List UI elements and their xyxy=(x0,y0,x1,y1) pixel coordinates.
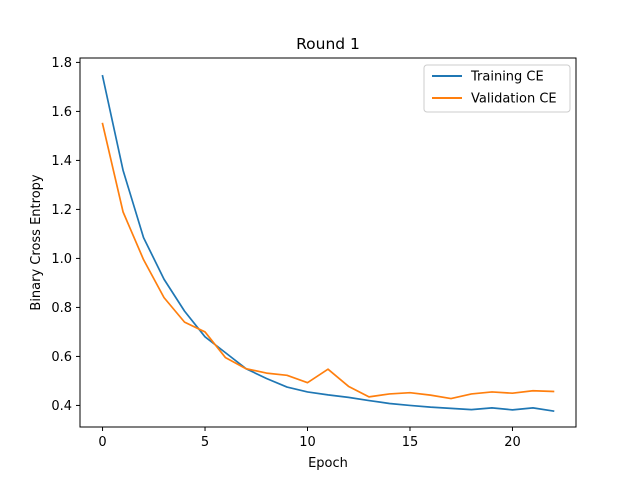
legend-label-validation-ce: Validation CE xyxy=(471,92,557,107)
y-tick-label: 1.0 xyxy=(51,252,72,267)
legend: Training CE Validation CE xyxy=(423,64,571,113)
y-tick-label: 0.8 xyxy=(51,301,72,316)
x-axis-label: Epoch xyxy=(308,456,348,471)
x-tick-label: 20 xyxy=(504,435,521,450)
y-tick-label: 0.6 xyxy=(51,350,72,365)
y-tick-label: 1.8 xyxy=(51,56,72,71)
x-tick-label: 0 xyxy=(98,435,106,450)
legend-label-training-ce: Training CE xyxy=(470,70,544,85)
x-tick-label: 10 xyxy=(299,435,316,450)
y-tick-label: 0.4 xyxy=(51,399,72,414)
y-tick-label: 1.6 xyxy=(51,105,72,120)
chart-title: Round 1 xyxy=(296,35,360,53)
x-tick-label: 5 xyxy=(201,435,209,450)
y-tick-label: 1.2 xyxy=(51,203,72,218)
ticks-layer: 0 5 10 15 20 0.4 0.6 0.8 1.0 1.2 1.4 1.6 1.8 xyxy=(51,56,520,450)
series-layer xyxy=(101,74,555,413)
y-tick-label: 1.4 xyxy=(51,154,72,169)
y-axis-label: Binary Cross Entropy xyxy=(29,174,44,310)
x-tick-label: 15 xyxy=(402,435,419,450)
plot-frame xyxy=(79,57,577,428)
